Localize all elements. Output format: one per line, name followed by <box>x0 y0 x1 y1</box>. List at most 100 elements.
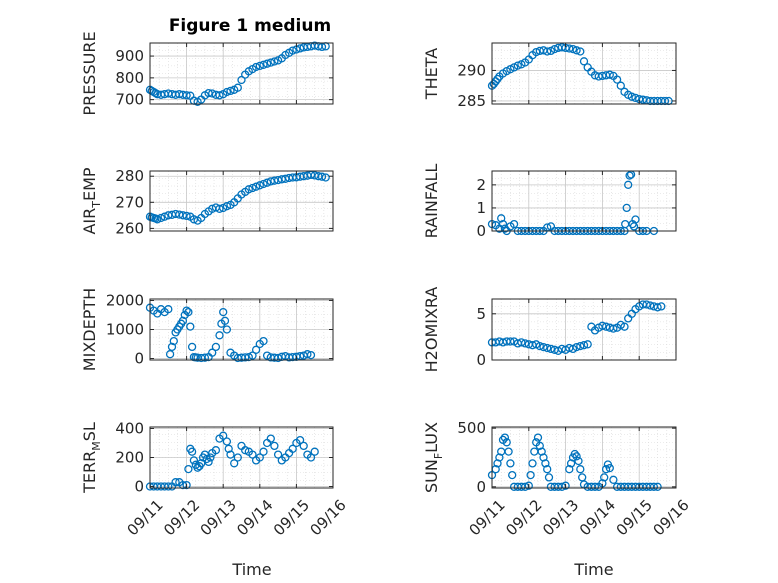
data-point <box>572 46 581 55</box>
data-point <box>262 59 272 68</box>
data-point <box>622 203 631 213</box>
figure-title: Figure 1 medium <box>169 16 331 36</box>
subplot-6: 0 5 H2OMIXRA <box>422 287 677 372</box>
x-axis-label-left: Time <box>231 560 271 579</box>
y-tick-label: 0 <box>134 478 144 496</box>
data-point <box>255 453 264 462</box>
y-tick-label: 0 <box>134 350 144 368</box>
subplot-5: 0 1000 2000 MIXDEPTH <box>80 288 334 371</box>
data-point <box>513 61 522 70</box>
y-tick-label: 5 <box>476 305 486 323</box>
x-tick-label: 09/13 <box>539 496 582 539</box>
data-point <box>255 61 264 71</box>
x-tick-label: 09/16 <box>306 496 349 539</box>
y-tick-label: 290 <box>457 61 486 79</box>
data-point <box>211 446 221 455</box>
y-axis-label: TERRMSL <box>80 422 103 494</box>
y-tick-label: 2 <box>476 176 486 194</box>
data-point <box>546 344 556 354</box>
data-point <box>544 473 554 482</box>
data-point <box>517 338 526 347</box>
data-point <box>182 91 191 100</box>
data-point <box>204 457 213 467</box>
data-point <box>508 470 517 480</box>
data-point <box>601 322 611 331</box>
y-tick-label: 0 <box>476 222 486 240</box>
y-axis-label-main: AIR <box>80 208 99 235</box>
y-axis-label: SUNFLUX <box>422 422 445 493</box>
y-tick-label: 800 <box>115 69 144 87</box>
data-point <box>237 75 246 85</box>
y-tick-label: 260 <box>115 219 144 237</box>
data-point <box>224 444 233 453</box>
y-axis-label-subscript: M <box>90 441 103 451</box>
data-point <box>222 437 232 446</box>
data-point <box>259 447 268 456</box>
axes-frame <box>149 42 334 105</box>
data-point <box>579 57 589 66</box>
data-point <box>535 441 544 450</box>
subplot-3: 260 270 280 AIRTEMP <box>80 167 334 237</box>
data-point <box>273 353 283 363</box>
data-point <box>226 86 235 96</box>
data-point <box>171 478 180 487</box>
data-point <box>646 301 655 310</box>
data-point <box>310 447 319 456</box>
data-point <box>631 215 640 224</box>
data-point <box>572 452 581 461</box>
data-point <box>520 339 530 348</box>
y-tick-label: 270 <box>115 193 144 211</box>
data-point <box>206 453 215 462</box>
data-point <box>642 300 651 309</box>
data-point <box>493 74 502 84</box>
x-tick-label: 09/15 <box>613 496 656 539</box>
data-point <box>215 91 224 100</box>
data-point <box>497 214 506 223</box>
data-point <box>259 336 268 346</box>
y-axis-label-main: MIXDEPTH <box>80 288 99 371</box>
data-point <box>570 449 579 459</box>
data-point <box>182 306 191 315</box>
x-tick-label: 09/11 <box>465 496 508 539</box>
data-point <box>321 173 330 182</box>
data-point <box>178 316 188 325</box>
x-tick-label: 09/12 <box>160 496 203 539</box>
data-point <box>151 88 160 98</box>
subplot-4: 0 1 2 RAINFALL <box>422 164 677 240</box>
data-point <box>565 465 574 474</box>
data-point <box>184 307 193 317</box>
data-point <box>156 213 166 223</box>
y-axis-label-main: RAINFALL <box>422 164 441 239</box>
data-point <box>262 178 272 187</box>
data-point <box>317 172 327 181</box>
x-tick-label: 09/12 <box>502 496 545 539</box>
data-point <box>241 353 250 362</box>
data-point <box>600 473 609 482</box>
data-point <box>565 44 574 53</box>
data-point <box>605 70 614 79</box>
x-tick-label: 09/16 <box>649 496 692 539</box>
data-point <box>182 211 191 221</box>
data-point <box>182 480 191 490</box>
y-axis-label-tail: EMP <box>80 167 99 201</box>
data-point <box>226 450 235 459</box>
data-point <box>500 433 510 442</box>
data-point <box>509 219 519 229</box>
data-point <box>528 459 537 468</box>
x-tick-label: 09/13 <box>197 496 240 539</box>
x-tick-label: 09/11 <box>123 496 166 539</box>
y-axis-label: RAINFALL <box>422 164 441 239</box>
data-point <box>153 215 162 224</box>
x-tick-label: 09/15 <box>270 496 313 539</box>
data-point <box>160 212 169 221</box>
y-axis-label: MIXDEPTH <box>80 288 99 371</box>
data-point <box>200 353 210 362</box>
data-point <box>590 482 600 491</box>
y-axis-label-main: TERR <box>80 451 99 494</box>
data-point <box>167 342 177 352</box>
axes-frame <box>491 170 677 232</box>
data-point <box>215 204 224 213</box>
axes-frame <box>491 298 677 361</box>
data-point <box>576 47 585 56</box>
